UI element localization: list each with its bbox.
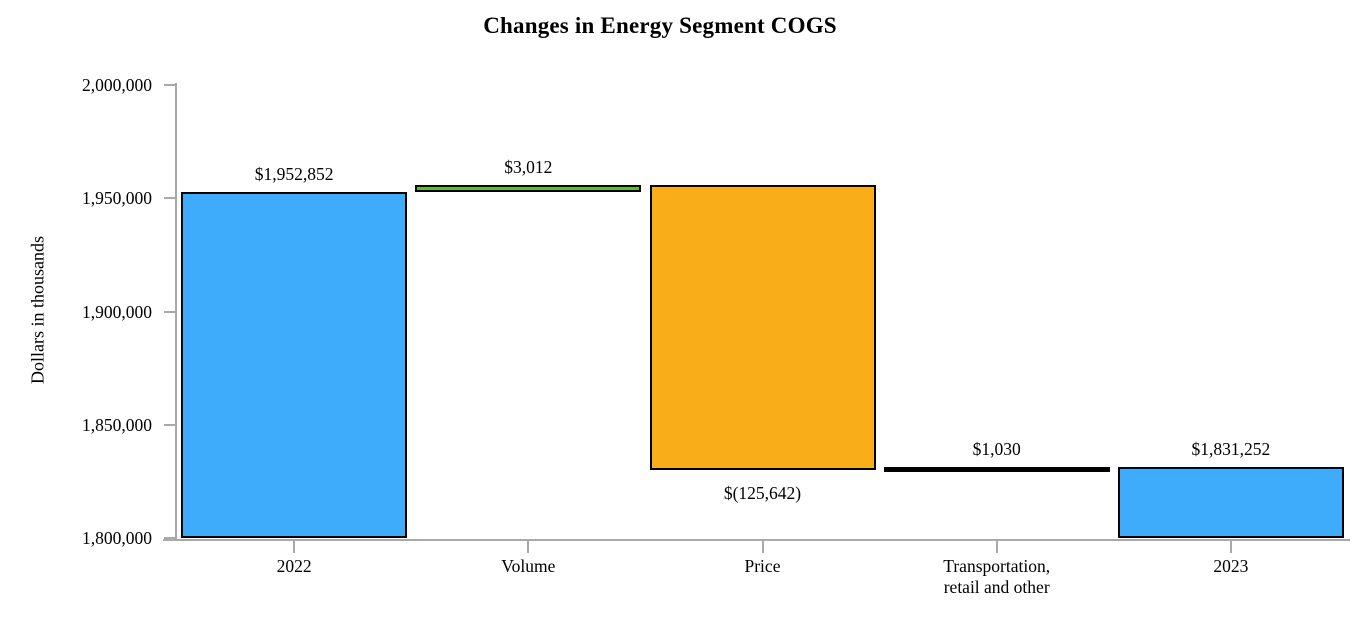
bar-2023 <box>1117 467 1344 538</box>
bar-volume <box>415 184 642 192</box>
x-axis-line <box>163 538 1350 541</box>
y-tick-mark <box>164 197 176 200</box>
y-tick-mark <box>164 84 176 86</box>
y-tick-mark <box>164 310 176 313</box>
chart-title: Changes in Energy Segment COGS <box>483 13 837 38</box>
bar-value-label-price: $(125,642) <box>723 482 802 503</box>
bar-2022 <box>181 191 408 538</box>
y-tick-label: 1,850,000 <box>82 414 152 435</box>
y-tick-mark <box>164 537 176 539</box>
bar-price <box>649 184 876 470</box>
bar-transportation-retail-and-other <box>883 467 1110 473</box>
bar-value-label-volume: $3,012 <box>504 156 553 177</box>
x-category-label: Volume <box>501 556 556 576</box>
x-tick-mark <box>293 540 296 553</box>
x-category-label: 2022 <box>276 556 312 576</box>
x-tick-mark <box>761 540 764 553</box>
y-tick-label: 1,900,000 <box>82 301 152 322</box>
y-tick-label: 2,000,000 <box>82 75 152 95</box>
x-category-label: Transportation, retail and other <box>943 556 1051 597</box>
x-category-label: 2023 <box>1213 556 1249 576</box>
bar-value-label-2023: $1,831,252 <box>1191 439 1271 460</box>
y-tick-mark <box>164 423 176 426</box>
x-category-label: Price <box>744 556 781 576</box>
bar-value-label-transportation-retail-and-other: $1,030 <box>972 439 1021 460</box>
bar-value-label-2022: $1,952,852 <box>254 163 334 184</box>
x-tick-mark <box>1229 540 1232 553</box>
y-tick-label: 1,950,000 <box>82 188 152 209</box>
x-tick-mark <box>995 540 998 553</box>
y-tick-label: 1,800,000 <box>82 528 152 548</box>
x-tick-mark <box>527 540 530 553</box>
